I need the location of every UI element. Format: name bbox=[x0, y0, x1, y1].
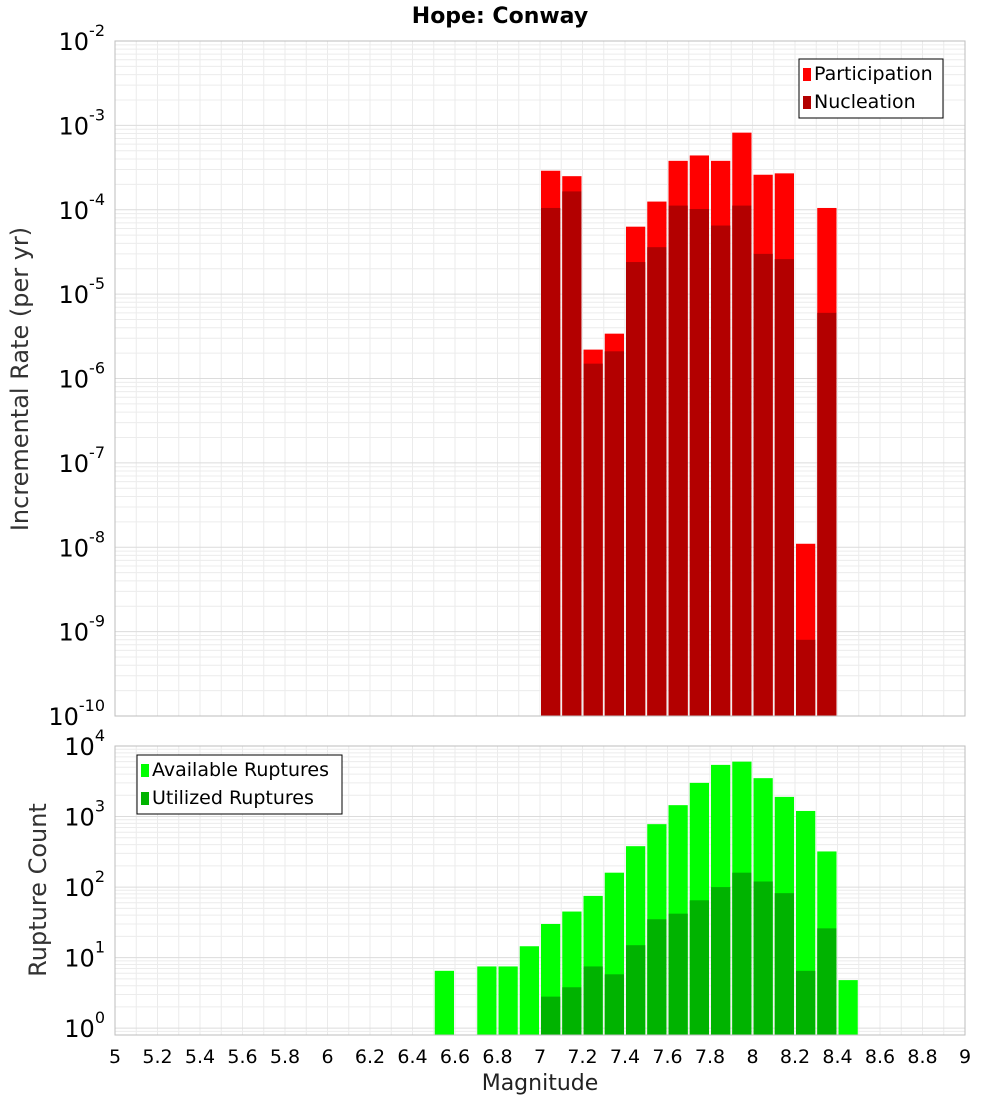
x-tick-label: 8.8 bbox=[907, 1046, 937, 1068]
x-tick-label: 7.2 bbox=[567, 1046, 597, 1068]
count-y-tick-label: 103 bbox=[64, 797, 105, 832]
x-tick-label: 8.2 bbox=[780, 1046, 810, 1068]
x-tick-label: 5.8 bbox=[270, 1046, 300, 1068]
count-series-1 bbox=[541, 872, 837, 1035]
count-bar-utilized-ruptures-11 bbox=[689, 900, 709, 1035]
count-bar-available-ruptures-18 bbox=[838, 980, 858, 1035]
x-tick-label: 5.2 bbox=[142, 1046, 172, 1068]
x-tick-label: 5.4 bbox=[185, 1046, 215, 1068]
x-tick-label: 6.8 bbox=[482, 1046, 512, 1068]
count-y-tick-label: 102 bbox=[64, 867, 105, 902]
rate-legend-box bbox=[798, 58, 944, 119]
rate-y-tick-label: 10-3 bbox=[59, 105, 106, 140]
x-tick-label: 8.4 bbox=[822, 1046, 852, 1068]
count-bar-utilized-ruptures-7 bbox=[604, 974, 624, 1035]
count-bar-utilized-ruptures-9 bbox=[647, 919, 667, 1035]
rate-y-tick-label: 10-4 bbox=[59, 190, 106, 225]
count-bar-utilized-ruptures-5 bbox=[562, 987, 582, 1035]
count-legend-label-0: Available Ruptures bbox=[152, 759, 329, 781]
x-tick-label: 6.4 bbox=[397, 1046, 427, 1068]
count-bar-utilized-ruptures-16 bbox=[796, 970, 816, 1035]
x-tick-label: 7 bbox=[534, 1046, 546, 1068]
rate-y-tick-label: 10-8 bbox=[59, 527, 106, 562]
rate-y-tick-label: 10-2 bbox=[59, 21, 106, 56]
count-bar-available-ruptures-1 bbox=[477, 966, 497, 1035]
count-bar-utilized-ruptures-15 bbox=[774, 893, 794, 1035]
rate-bar-nucleation-6 bbox=[668, 205, 688, 716]
rate-bar-nucleation-5 bbox=[647, 247, 667, 716]
x-tick-label: 7.4 bbox=[610, 1046, 640, 1068]
count-plot-frame bbox=[114, 745, 966, 1036]
x-tick-label: 7.8 bbox=[695, 1046, 725, 1068]
rate-bar-nucleation-0 bbox=[541, 207, 561, 716]
rate-legend-label-0: Participation bbox=[814, 63, 933, 85]
count-bar-available-ruptures-2 bbox=[498, 966, 518, 1035]
count-legend-swatch-0 bbox=[141, 764, 149, 777]
count-bars bbox=[434, 761, 858, 1035]
rate-bar-nucleation-2 bbox=[583, 363, 603, 716]
rate-bar-nucleation-13 bbox=[817, 312, 837, 716]
chart-title: Hope: Conway bbox=[412, 4, 588, 29]
count-legend-box bbox=[136, 754, 343, 815]
rate-bar-nucleation-3 bbox=[604, 351, 624, 716]
count-bar-available-ruptures-3 bbox=[519, 946, 539, 1035]
x-tick-label: 9 bbox=[959, 1046, 971, 1068]
x-tick-label: 6.6 bbox=[440, 1046, 470, 1068]
rate-bar-nucleation-8 bbox=[711, 225, 731, 716]
x-axis-label: Magnitude bbox=[482, 1071, 599, 1096]
rate-legend-swatch-0 bbox=[803, 68, 811, 81]
count-y-tick-label: 104 bbox=[64, 726, 105, 761]
rate-plot-frame bbox=[114, 40, 966, 717]
count-x-ticks: 5 5.2 5.4 5.6 5.8 6 6.2 6.4 6.6 6.8 7 7.2 7.4 7.6 7.8 8… bbox=[109, 1046, 971, 1068]
rate-y-tick-label: 10-5 bbox=[59, 274, 106, 309]
count-legend: Available Ruptures Utilized Ruptures bbox=[136, 754, 343, 815]
x-tick-label: 5.6 bbox=[227, 1046, 257, 1068]
count-bar-utilized-ruptures-13 bbox=[732, 872, 752, 1035]
rate-bar-nucleation-1 bbox=[562, 191, 582, 717]
count-y-tick-label: 101 bbox=[64, 938, 105, 973]
rate-bar-nucleation-4 bbox=[626, 262, 646, 716]
rate-bar-nucleation-7 bbox=[689, 209, 709, 716]
count-bar-utilized-ruptures-4 bbox=[541, 996, 561, 1035]
rate-bar-nucleation-11 bbox=[774, 259, 794, 716]
rate-y-tick-label: 10-10 bbox=[48, 696, 105, 731]
bottom-y-axis-label: Rupture Count bbox=[24, 803, 52, 977]
count-bar-utilized-ruptures-10 bbox=[668, 913, 688, 1035]
rate-legend-swatch-1 bbox=[803, 96, 811, 109]
rate-legend-label-1: Nucleation bbox=[814, 91, 916, 113]
x-tick-label: 6.2 bbox=[355, 1046, 385, 1068]
rate-y-tick-label: 10-9 bbox=[59, 612, 106, 647]
count-bar-utilized-ruptures-6 bbox=[583, 966, 603, 1035]
x-tick-label: 8.6 bbox=[865, 1046, 895, 1068]
rate-y-tick-label: 10-6 bbox=[59, 359, 106, 394]
x-tick-label: 6 bbox=[321, 1046, 333, 1068]
count-bar-utilized-ruptures-12 bbox=[711, 887, 731, 1035]
rate-plot: 10-2 10-3 10-4 10-5 10-6 10-7 10-8 10-9 10-10 Par… bbox=[48, 21, 966, 731]
x-tick-label: 5 bbox=[109, 1046, 121, 1068]
count-bar-available-ruptures-0 bbox=[434, 970, 454, 1035]
count-bar-utilized-ruptures-14 bbox=[753, 881, 773, 1035]
rate-y-tick-label: 10-7 bbox=[59, 443, 106, 478]
rate-grid bbox=[114, 41, 966, 717]
top-y-axis-label: Incremental Rate (per yr) bbox=[6, 227, 34, 531]
count-legend-label-1: Utilized Ruptures bbox=[152, 787, 314, 809]
rate-bar-nucleation-10 bbox=[753, 253, 773, 716]
rate-y-ticks: 10-2 10-3 10-4 10-5 10-6 10-7 10-8 10-9 10-10 bbox=[48, 21, 105, 731]
count-bar-utilized-ruptures-8 bbox=[626, 945, 646, 1035]
rate-bar-nucleation-12 bbox=[796, 639, 816, 716]
rate-bars bbox=[541, 132, 837, 717]
rate-legend: Participation Nucleation bbox=[798, 58, 944, 119]
count-y-ticks: 104 103 102 101 100 bbox=[64, 726, 105, 1043]
rate-series-1 bbox=[541, 191, 837, 717]
count-y-tick-label: 100 bbox=[64, 1008, 105, 1043]
x-tick-label: 7.6 bbox=[652, 1046, 682, 1068]
count-legend-swatch-1 bbox=[141, 792, 149, 805]
rate-bar-nucleation-9 bbox=[732, 205, 752, 716]
x-tick-label: 8 bbox=[746, 1046, 758, 1068]
count-bar-utilized-ruptures-17 bbox=[817, 928, 837, 1035]
